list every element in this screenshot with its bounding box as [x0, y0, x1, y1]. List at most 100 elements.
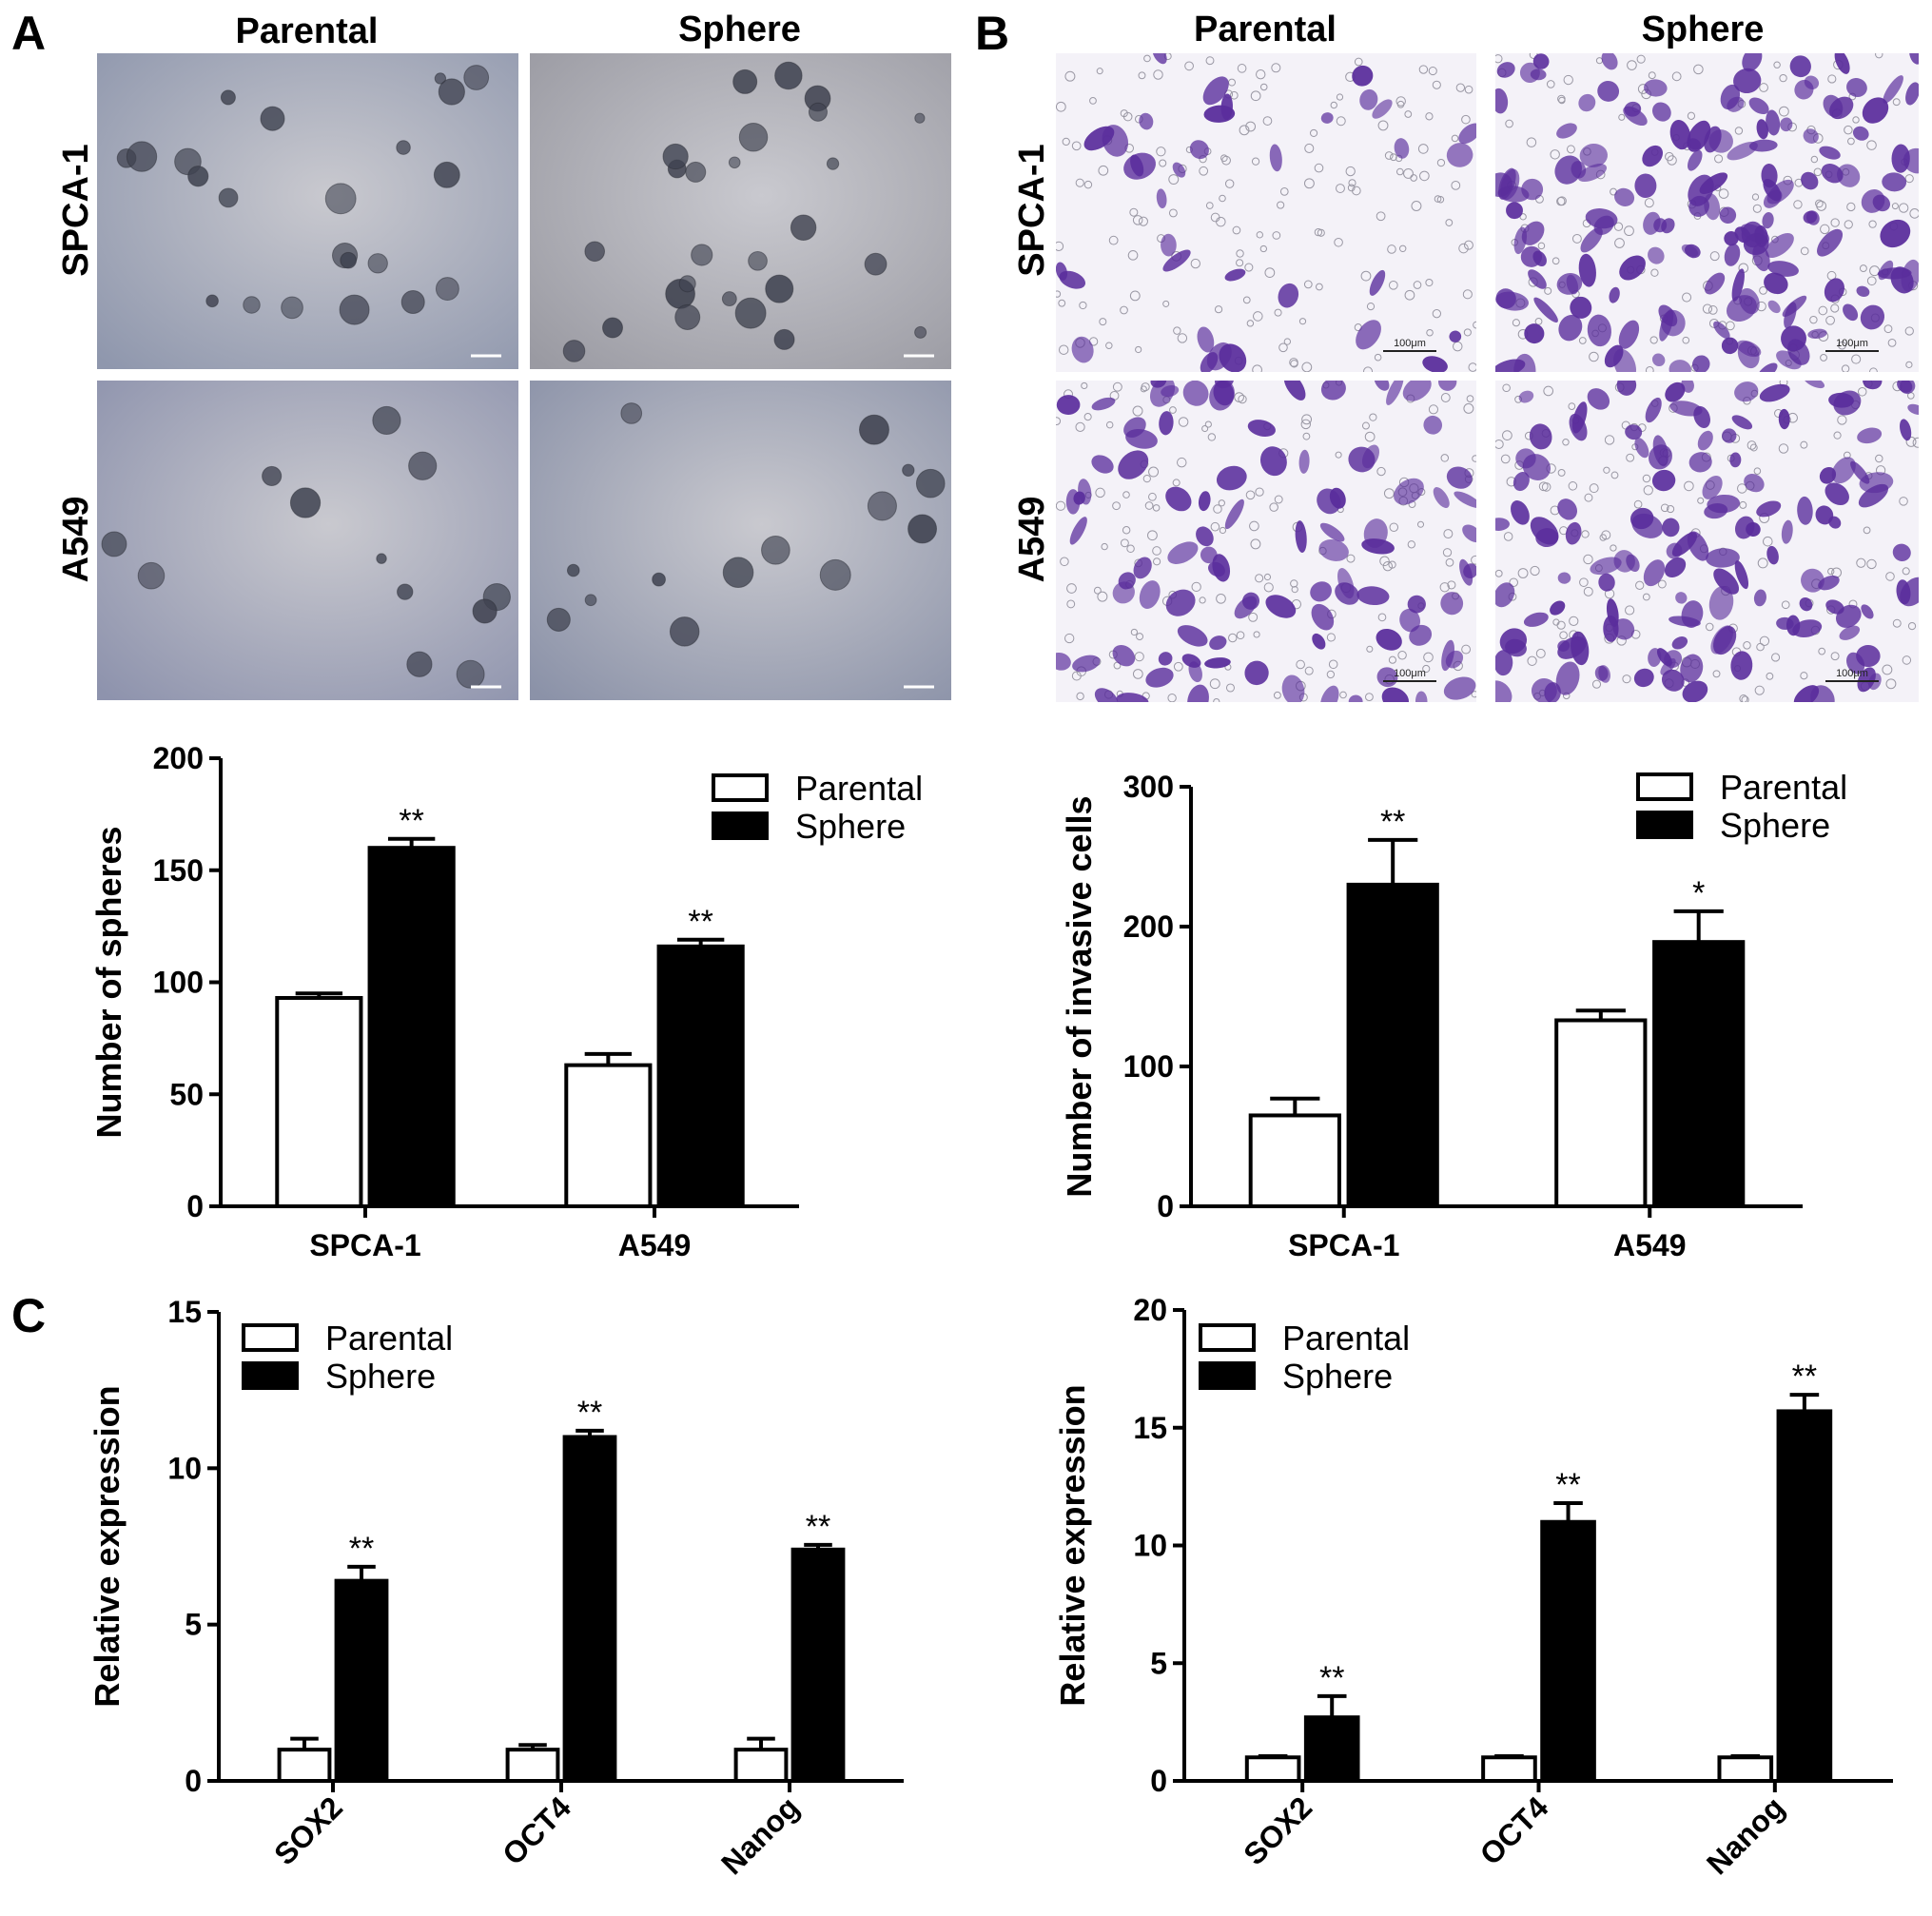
- membrane-pore: [1162, 300, 1170, 307]
- membrane-pore: [1098, 165, 1109, 176]
- invasive-cell: [1699, 172, 1728, 194]
- invasive-cell: [1797, 496, 1813, 525]
- significance-marker: **: [1792, 1359, 1817, 1395]
- invasive-cell: [1244, 660, 1269, 686]
- membrane-pore: [1781, 600, 1790, 610]
- membrane-pore: [1583, 554, 1593, 565]
- invasive-cell: [1623, 106, 1648, 127]
- membrane-pore: [1291, 585, 1298, 594]
- y-tick-label: 20: [1133, 1293, 1167, 1327]
- membrane-pore: [1434, 195, 1442, 203]
- membrane-pore: [1056, 101, 1066, 112]
- invasive-cell: [1577, 164, 1608, 183]
- membrane-pore: [1818, 305, 1828, 316]
- membrane-pore: [1538, 481, 1549, 492]
- membrane-pore: [1875, 53, 1883, 59]
- membrane-pore: [1248, 612, 1259, 622]
- invasive-cell: [1706, 548, 1740, 568]
- invasive-cell: [1224, 499, 1244, 530]
- invasive-cell: [1187, 684, 1209, 702]
- membrane-pore: [1568, 402, 1576, 410]
- legend-label-sphere: Sphere: [1720, 806, 1830, 845]
- invasive-cell: [1614, 187, 1635, 206]
- membrane-pore: [1097, 591, 1108, 602]
- membrane-pore: [1432, 80, 1441, 89]
- invasive-cell: [1787, 339, 1810, 365]
- panel-b-row-a549: A549: [1012, 496, 1052, 583]
- membrane-pore: [1432, 309, 1442, 319]
- membrane-pore: [1869, 367, 1878, 372]
- invasive-cell: [1644, 79, 1668, 97]
- membrane-pore: [1056, 241, 1064, 251]
- x-tick-label: A549: [1613, 1228, 1687, 1262]
- legend-swatch-parental: [712, 773, 769, 802]
- membrane-pore: [1447, 580, 1456, 590]
- membrane-pore: [1495, 54, 1503, 64]
- membrane-pore: [1283, 338, 1292, 345]
- membrane-pore: [1779, 73, 1787, 83]
- membrane-pore: [1246, 320, 1255, 327]
- invasive-cell: [1550, 600, 1566, 616]
- membrane-pore: [1752, 204, 1762, 213]
- membrane-pore: [1153, 557, 1161, 566]
- membrane-pore: [1159, 159, 1167, 167]
- y-tick-label: 0: [185, 1764, 202, 1798]
- invasive-cell: [1858, 483, 1889, 508]
- invasive-cell: [1298, 449, 1310, 474]
- sphere-colony: [819, 558, 851, 591]
- invasive-cell: [1202, 76, 1229, 106]
- invasive-cell: [1278, 283, 1299, 308]
- invasive-cell: [1708, 586, 1734, 620]
- invasive-cell: [1312, 633, 1326, 650]
- membrane-pore: [1820, 354, 1827, 362]
- membrane-pore: [1512, 319, 1520, 327]
- membrane-pore: [1830, 218, 1840, 227]
- significance-marker: **: [1319, 1660, 1344, 1696]
- membrane-pore: [1255, 487, 1264, 497]
- membrane-pore: [1495, 439, 1504, 449]
- membrane-pore: [1365, 693, 1374, 702]
- invasive-cell: [1399, 608, 1421, 633]
- membrane-pore: [1624, 225, 1634, 237]
- sphere-colony: [864, 252, 888, 276]
- invasive-cell: [1369, 269, 1386, 296]
- membrane-pore: [1644, 198, 1654, 208]
- invasive-cell: [1511, 500, 1530, 525]
- membrane-pore: [1866, 140, 1877, 150]
- membrane-pore: [1314, 227, 1323, 237]
- membrane-pore: [1348, 179, 1356, 187]
- membrane-pore: [1534, 317, 1543, 325]
- membrane-pore: [1599, 534, 1607, 541]
- membrane-pore: [1759, 83, 1768, 92]
- bar-parental-spca-1: [275, 995, 363, 1208]
- panel-b-letter: B: [975, 7, 1010, 60]
- membrane-pore: [1726, 321, 1735, 331]
- membrane-pore: [1763, 536, 1773, 547]
- membrane-pore: [1847, 137, 1855, 146]
- membrane-pore: [1256, 231, 1263, 239]
- membrane-pore: [1445, 219, 1454, 226]
- panel-b-row-spca1: SPCA-1: [1012, 144, 1052, 277]
- invasive-cell: [1707, 494, 1741, 514]
- invasive-cell: [1580, 227, 1603, 253]
- membrane-pore: [1095, 487, 1105, 499]
- invasive-cell: [1856, 285, 1870, 297]
- invasive-cell: [1152, 53, 1167, 65]
- invasive-cell: [1320, 112, 1334, 124]
- bar-sphere-nanog: [790, 1547, 846, 1783]
- invasive-cell: [1172, 162, 1186, 178]
- scale-bar-label: 100μm: [1394, 338, 1426, 349]
- membrane-pore: [1076, 692, 1084, 701]
- legend-swatch-parental: [242, 1323, 299, 1352]
- sphere-micrograph-a549-parental: [97, 381, 518, 700]
- bar-parental-a549: [1554, 1018, 1648, 1208]
- membrane-pore: [1642, 474, 1651, 483]
- membrane-pore: [1126, 544, 1135, 554]
- y-tick-label: 150: [153, 853, 204, 888]
- membrane-pore: [1556, 620, 1566, 630]
- invasive-cell: [1619, 255, 1646, 281]
- membrane-pore: [1892, 98, 1901, 107]
- invasive-cell: [1590, 557, 1622, 576]
- membrane-pore: [1816, 201, 1827, 211]
- membrane-pore: [1753, 467, 1762, 475]
